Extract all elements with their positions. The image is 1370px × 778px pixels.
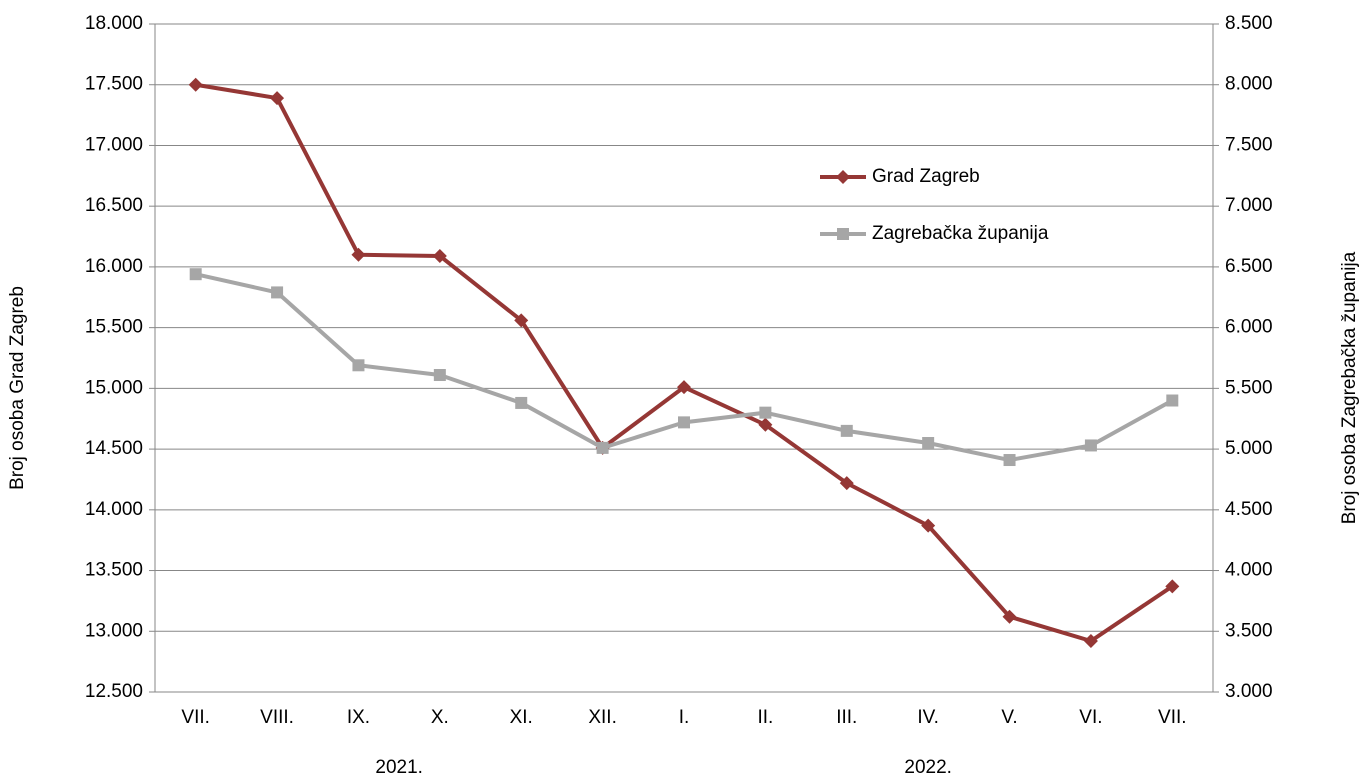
x-tick-label: VII. — [1158, 707, 1187, 728]
x-group-label: 2022. — [904, 757, 952, 778]
series-marker — [351, 247, 366, 262]
series-marker — [352, 359, 365, 372]
x-tick-label: X. — [431, 707, 449, 728]
y-tick-label: 15.000 — [85, 377, 143, 398]
series-marker — [271, 286, 284, 299]
series-marker — [759, 406, 772, 419]
series-marker — [1165, 579, 1180, 594]
series-marker — [922, 437, 935, 450]
series-marker — [270, 91, 285, 106]
series-marker — [432, 248, 447, 263]
x-tick-label: IX. — [347, 707, 370, 728]
x-tick-label: XII. — [588, 707, 617, 728]
x-tick-label: III. — [836, 707, 857, 728]
y2-tick-label: 5.500 — [1225, 377, 1273, 398]
y-tick-label: 13.000 — [85, 620, 143, 641]
series-marker — [1002, 609, 1017, 624]
y-tick-label: 13.500 — [85, 560, 143, 581]
series-marker — [514, 313, 529, 328]
y2-tick-label: 7.500 — [1225, 134, 1273, 155]
y-tick-label: 12.500 — [85, 681, 143, 702]
series-marker — [189, 268, 202, 281]
legend-marker — [837, 228, 849, 240]
y-tick-label: 16.000 — [85, 256, 143, 277]
y-tick-label: 17.000 — [85, 134, 143, 155]
series-line — [195, 82, 1174, 643]
y-tick-label: 18.000 — [85, 13, 143, 34]
y-axis-title: Broj osoba Grad Zagreb — [7, 286, 28, 490]
series-marker — [677, 380, 691, 395]
series-marker — [678, 416, 690, 429]
y-tick-label: 14.500 — [85, 438, 143, 459]
series-marker — [433, 369, 446, 382]
y2-tick-label: 4.500 — [1225, 499, 1273, 520]
x-tick-label: XI. — [510, 707, 533, 728]
y2-axis-title: Broj osoba Zagrebačka županija — [1339, 251, 1360, 524]
x-tick-label: VIII. — [260, 707, 294, 728]
legend-label: Zagrebačka županija — [872, 223, 1049, 244]
series-marker — [1003, 454, 1016, 467]
x-tick-label: VI. — [1079, 707, 1102, 728]
x-tick-label: IV. — [917, 707, 939, 728]
y2-tick-label: 8.000 — [1225, 74, 1273, 95]
series-marker — [921, 518, 936, 533]
y-tick-label: 14.000 — [85, 499, 143, 520]
x-group-label: 2021. — [375, 757, 423, 778]
y-tick-label: 17.500 — [85, 74, 143, 95]
series-line — [195, 272, 1174, 463]
x-tick-label: VII. — [181, 707, 210, 728]
y2-tick-label: 6.000 — [1225, 317, 1273, 338]
series-marker — [515, 396, 528, 409]
y2-tick-label: 5.000 — [1225, 438, 1273, 459]
series-marker — [596, 441, 609, 454]
y-tick-label: 15.500 — [85, 317, 143, 338]
legend-label: Grad Zagreb — [872, 166, 980, 187]
x-tick-label: V. — [1001, 707, 1017, 728]
x-tick-label: I. — [679, 707, 690, 728]
y-tick-label: 16.500 — [85, 195, 143, 216]
series-marker — [188, 77, 203, 92]
y2-tick-label: 3.000 — [1225, 681, 1273, 702]
y2-tick-label: 4.000 — [1225, 560, 1273, 581]
series-marker — [840, 424, 853, 437]
series-marker — [1166, 394, 1179, 407]
y2-tick-label: 7.000 — [1225, 195, 1273, 216]
y2-tick-label: 6.500 — [1225, 256, 1273, 277]
legend-marker — [836, 170, 850, 184]
series-marker — [839, 476, 854, 491]
series-marker — [1083, 633, 1098, 648]
series-marker — [758, 417, 773, 432]
series-marker — [1084, 439, 1097, 452]
x-tick-label: II. — [757, 707, 773, 728]
y2-tick-label: 3.500 — [1225, 620, 1273, 641]
y2-tick-label: 8.500 — [1225, 13, 1273, 34]
